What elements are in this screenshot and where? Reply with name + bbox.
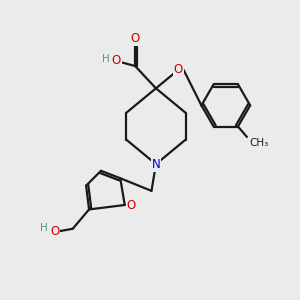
Text: CH₃: CH₃: [249, 138, 268, 148]
Text: O: O: [112, 55, 121, 68]
Text: N: N: [152, 158, 160, 171]
Text: O: O: [130, 32, 140, 45]
Text: O: O: [50, 225, 59, 238]
Text: H: H: [40, 223, 48, 233]
Text: H: H: [102, 54, 110, 64]
Text: O: O: [174, 63, 183, 76]
Text: O: O: [127, 199, 136, 212]
